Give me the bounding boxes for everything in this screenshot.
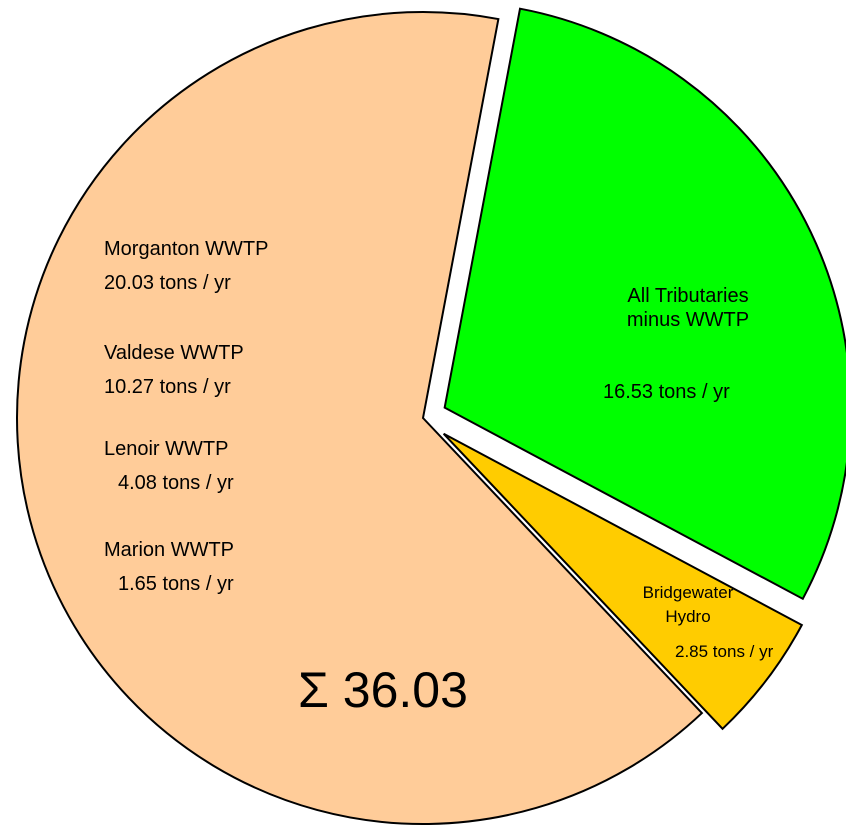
- slice-value-label: Σ 36.03: [298, 662, 468, 718]
- annotation-value: 10.27 tons / yr: [104, 376, 231, 398]
- annotation-value: 4.08 tons / yr: [118, 472, 234, 494]
- pie-slice: [443, 7, 846, 601]
- annotation: Marion WWTP 1.65 tons / yr: [104, 533, 234, 601]
- slice-value-label: 2.85 tons / yr: [675, 642, 774, 661]
- annotation-value: 1.65 tons / yr: [118, 573, 234, 595]
- annotation-name: Valdese WWTP: [104, 342, 244, 364]
- annotation: Valdese WWTP 10.27 tons / yr: [104, 336, 244, 404]
- annotation: Morganton WWTP 20.03 tons / yr: [104, 232, 268, 300]
- annotation-name: Marion WWTP: [104, 539, 234, 561]
- pie-slice: [16, 11, 704, 825]
- pie-slice: [442, 432, 804, 731]
- slice-value-label: 16.53 tons / yr: [603, 381, 730, 403]
- annotation-value: 20.03 tons / yr: [104, 272, 231, 294]
- annotation-name: Lenoir WWTP: [104, 438, 229, 460]
- annotation: Lenoir WWTP 4.08 tons / yr: [104, 432, 234, 500]
- annotation-name: Morganton WWTP: [104, 238, 269, 260]
- slice-label: Bridgewater Hydro: [642, 583, 734, 626]
- slice-label: All Tributaries minus WWTP: [626, 285, 750, 331]
